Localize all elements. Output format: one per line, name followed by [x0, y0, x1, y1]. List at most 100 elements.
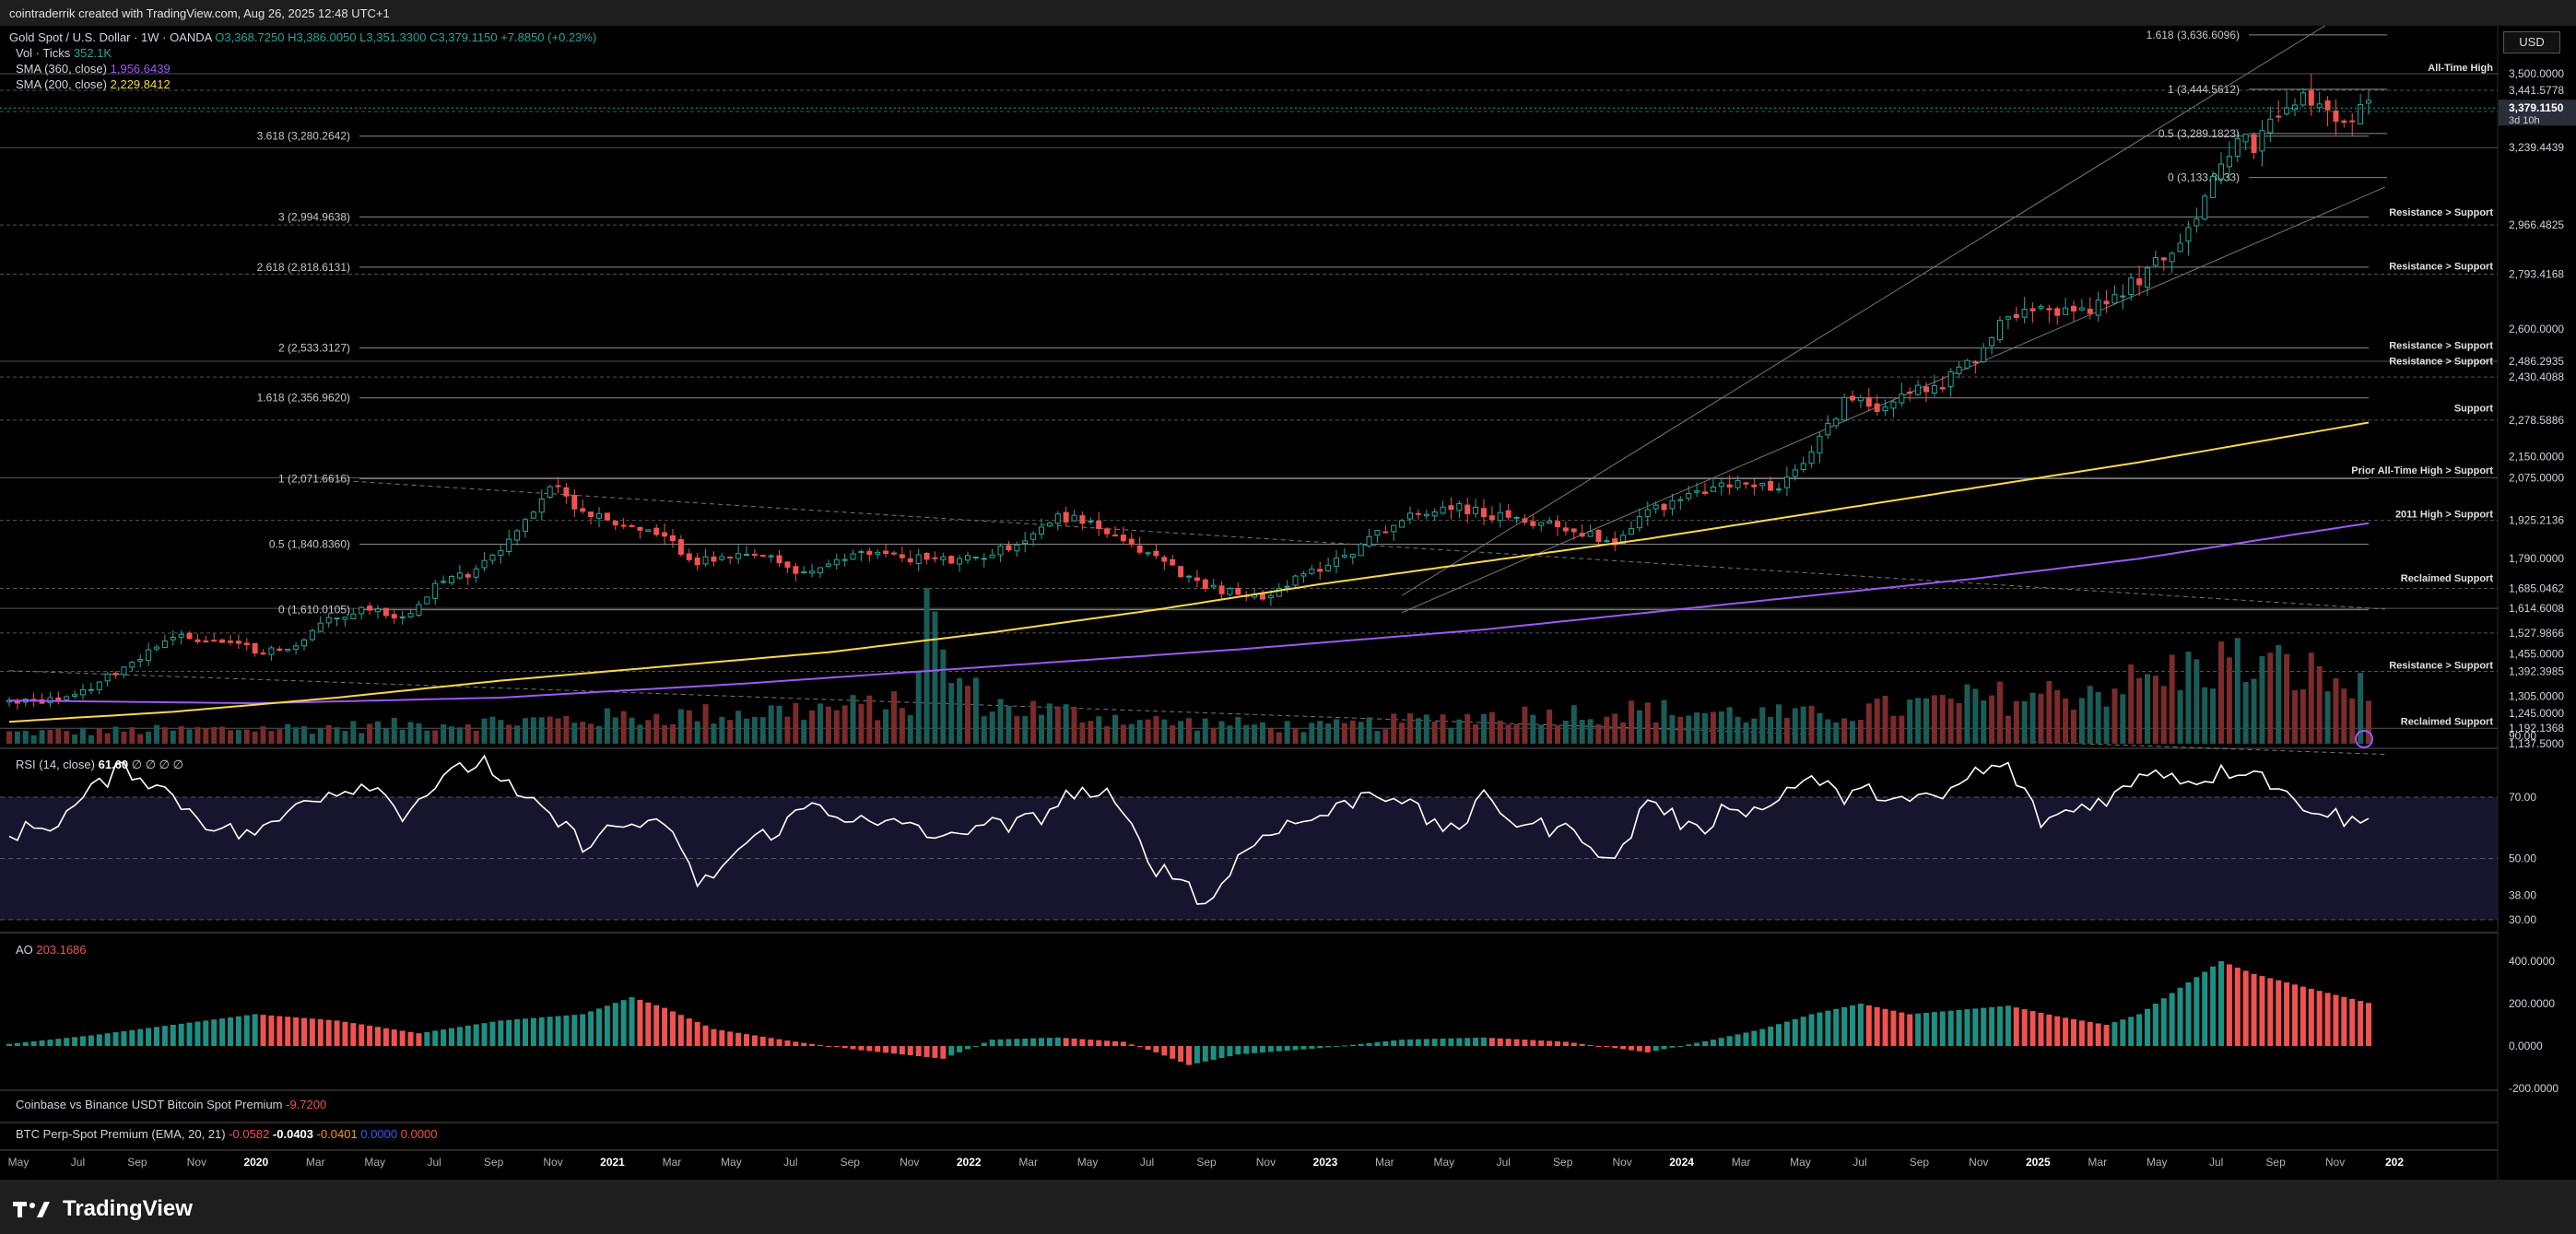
volume-bar: [957, 677, 963, 744]
volume-bar: [1841, 718, 1848, 744]
volume-bar: [1341, 723, 1347, 744]
volume-bar: [2308, 652, 2314, 744]
tradingview-brand[interactable]: TradingView: [13, 1196, 193, 1222]
fib-label-right: 0.5 (3,289.1823): [2158, 127, 2240, 140]
volume-bar: [1981, 700, 1987, 744]
ao-bar: [154, 1027, 159, 1046]
volume-bar: [1669, 715, 1676, 744]
ao-bar: [744, 1034, 749, 1046]
volume-bar: [858, 703, 865, 744]
ao-bar: [1972, 1008, 1979, 1046]
ao-bar: [1448, 1038, 1454, 1046]
level-label: Support: [2454, 403, 2493, 414]
volume-bar: [1989, 695, 1995, 744]
candle-body: [260, 652, 266, 655]
candle-body: [1931, 384, 1937, 394]
candle-body: [850, 553, 856, 560]
ao-bar: [178, 1023, 184, 1046]
candle-body: [55, 697, 62, 701]
candle-body: [1865, 396, 1872, 407]
candle-body: [1956, 366, 1962, 374]
btc-premium-legend[interactable]: BTC Perp-Spot Premium (EMA, 20, 21) -0.0…: [16, 1127, 438, 1141]
symbol-legend[interactable]: Gold Spot / U.S. Dollar · 1W · OANDA O3,…: [9, 30, 596, 44]
btc-premium-label: BTC Perp-Spot Premium (EMA, 20, 21): [16, 1127, 226, 1141]
ao-bar: [1694, 1042, 1700, 1046]
rsi-value: 61.60: [98, 758, 129, 771]
level-label: Resistance > Support: [2389, 207, 2493, 218]
ao-bar: [1956, 1009, 1962, 1046]
candle-body: [776, 555, 782, 564]
ao-bar: [563, 1015, 570, 1046]
candle-body: [1661, 503, 1667, 511]
candle-body: [1726, 484, 1733, 488]
ao-bar: [309, 1018, 315, 1046]
price-axis-label: 1,392.3985: [2509, 665, 2564, 678]
ao-bar: [1202, 1046, 1208, 1062]
volume-bar: [121, 731, 127, 744]
volume-bar: [2300, 688, 2306, 744]
time-axis-label: Sep: [484, 1156, 504, 1169]
ao-bar: [923, 1046, 930, 1057]
candle-body: [1947, 370, 1954, 387]
candle-body: [940, 556, 947, 560]
fib-label-left: 3 (2,994.9638): [278, 210, 350, 223]
ao-label: AO: [16, 943, 33, 957]
volume-bar: [1947, 699, 1954, 744]
candle-body: [2087, 308, 2093, 314]
rsi-axis-label: 30.00: [2509, 913, 2536, 926]
ao-bar: [1768, 1026, 1774, 1046]
ao-bar: [1178, 1046, 1184, 1063]
time-axis-label: Mar: [663, 1156, 682, 1169]
candle-body: [1235, 587, 1241, 595]
volume-bar: [211, 726, 218, 744]
volume-bar: [2005, 715, 2011, 744]
candle-body: [1358, 543, 1364, 557]
chart-canvas[interactable]: 3.618 (3,280.2642) 3 (2,994.9638) 2.618 (2…: [0, 26, 2576, 1180]
ao-bar: [735, 1032, 742, 1046]
ao-value: 203.1686: [36, 943, 87, 957]
ao-bar: [2169, 993, 2175, 1046]
volume-legend[interactable]: Vol · Ticks 352.1K: [16, 46, 112, 60]
volume-bar: [2276, 644, 2282, 744]
volume-bar: [375, 721, 381, 744]
level-label: 2011 High > Support: [2395, 510, 2493, 521]
ao-bar: [2267, 978, 2274, 1046]
ao-legend[interactable]: AO 203.1686: [16, 943, 87, 957]
rsi-legend[interactable]: RSI (14, close) 61.60 ∅ ∅ ∅ ∅: [16, 758, 183, 772]
ao-bar: [449, 1028, 454, 1046]
sma360-legend[interactable]: SMA (360, close) 1,956.6439: [16, 62, 171, 76]
ao-bar: [121, 1030, 127, 1046]
alert-marker-icon[interactable]: [2355, 730, 2373, 748]
candle-body: [424, 596, 430, 605]
current-price-tag[interactable]: [2499, 100, 2576, 126]
price-axis-label: 1,925.2136: [2509, 514, 2564, 527]
sma200-legend[interactable]: SMA (200, close) 2,229.8412: [16, 77, 171, 91]
ao-bar: [1595, 1046, 1602, 1047]
volume-bar: [759, 717, 766, 744]
candle-body: [1768, 480, 1774, 491]
price-axis-label: 2,075.0000: [2509, 472, 2564, 485]
volume-bar: [727, 720, 734, 744]
ao-bar: [2292, 984, 2298, 1046]
candle-body: [1227, 587, 1233, 595]
volume-bar: [1636, 710, 1642, 744]
ao-bar: [2087, 1021, 2093, 1046]
ao-bar: [2218, 961, 2224, 1046]
candle-body: [317, 622, 323, 632]
sma200-line: [8, 421, 2370, 723]
currency-button[interactable]: USD: [2503, 31, 2560, 53]
cb-premium-legend[interactable]: Coinbase vs Binance USDT Bitcoin Spot Pr…: [16, 1098, 326, 1111]
candle-body: [1161, 557, 1168, 562]
candle-body: [1481, 508, 1487, 518]
candle-body: [833, 558, 840, 566]
candle-body: [2136, 278, 2143, 286]
rsi-axis-label: 90.00: [2509, 730, 2536, 743]
candle-body: [1415, 512, 1421, 515]
volume-bar: [2242, 682, 2249, 744]
volume-bar: [1522, 706, 1528, 744]
candle-body: [694, 558, 700, 566]
ao-bar: [1579, 1043, 1585, 1046]
candle-body: [1669, 499, 1676, 510]
sma200-value: 2,229.8412: [110, 77, 171, 91]
ao-bar: [571, 1015, 578, 1046]
